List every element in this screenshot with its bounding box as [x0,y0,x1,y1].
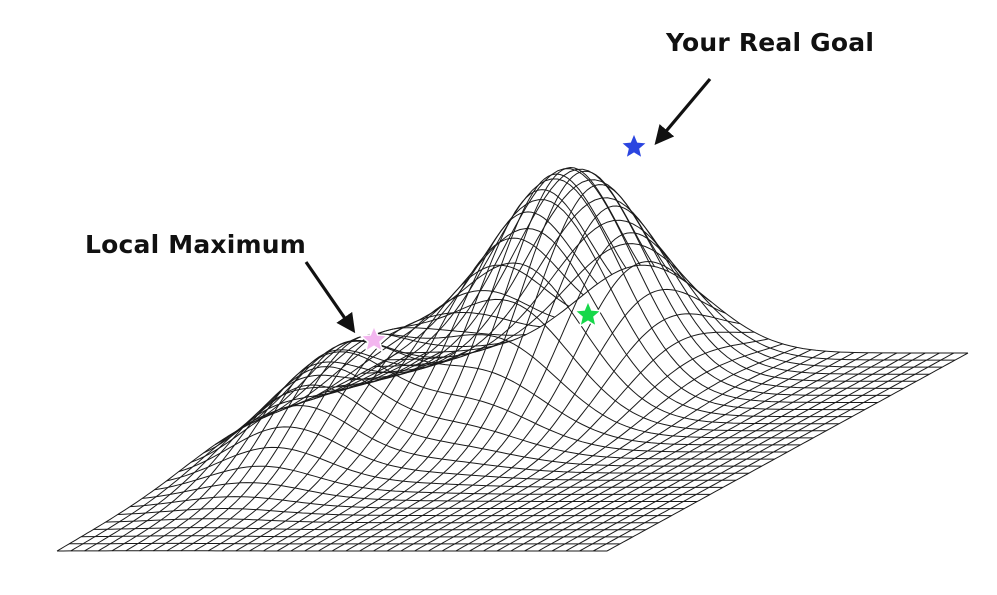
local-max-star [361,326,388,351]
goal-label: Your Real Goal [666,28,874,57]
mesh-line-width [580,353,940,551]
mesh-line-width [153,341,497,551]
mesh-line-width [250,212,598,551]
mesh-line-width [593,353,954,551]
mesh-line-width [497,353,854,552]
mesh-line-depth [130,497,684,509]
mesh-line-depth [362,198,930,374]
mesh-line-depth [167,447,723,487]
mesh-line-width [263,190,612,551]
mesh-line-width [208,291,555,551]
mesh-line-depth [215,367,774,460]
mesh-line-width [346,233,698,551]
mesh-line-depth [288,229,852,417]
mesh-line-width [236,238,584,551]
mesh-line-width [140,348,484,551]
mesh-line-depth [264,299,826,430]
mesh-line-depth [313,179,878,403]
mesh-line-width [566,353,926,551]
local-maximum-label: Local Maximum [85,230,306,259]
wireframe-surface [57,168,968,552]
local-max-arrow [306,262,353,330]
mesh-line-width [98,352,441,551]
goal-arrow [657,79,710,142]
mesh-line-width [428,344,783,551]
mesh-line-width [525,353,883,551]
global-max-star [621,133,648,158]
